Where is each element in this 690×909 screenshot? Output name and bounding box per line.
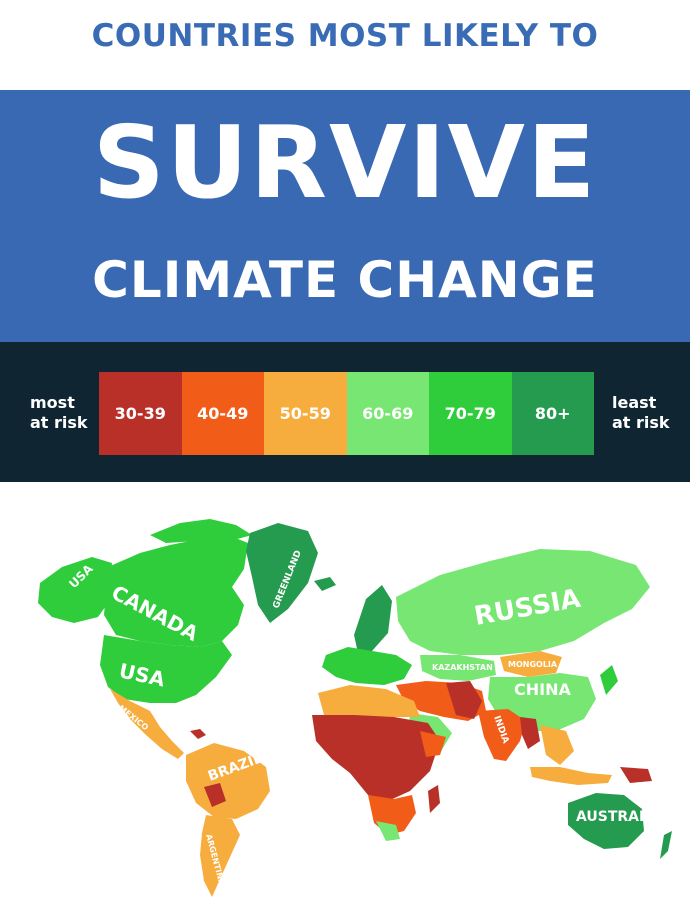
region-alaska <box>38 557 112 623</box>
region-greenland <box>246 523 318 623</box>
legend-bin-label: 50-59 <box>279 404 331 423</box>
legend-right-text: least at risk <box>612 393 670 432</box>
legend-bin-label: 60-69 <box>362 404 414 423</box>
region-scandinavia <box>354 585 392 653</box>
label-kazakhstan: KAZAKHSTAN <box>432 663 493 672</box>
region-russia <box>396 549 650 655</box>
region-japan <box>600 665 618 695</box>
world-map-svg: USA CANADA USA GREENLAND RUSSIA KAZAKHST… <box>38 519 672 897</box>
region-europe <box>322 647 412 685</box>
region-indonesia <box>530 767 612 785</box>
banner-title: SURVIVE <box>92 104 598 221</box>
region-south-america-north <box>186 743 270 819</box>
legend-bin-label: 80+ <box>534 404 571 423</box>
legend: most at risk 30-39 40-49 50-59 60-69 70-… <box>0 342 690 482</box>
region-canada <box>104 535 248 647</box>
region-papua <box>620 767 652 783</box>
region-mongolia <box>500 651 562 677</box>
legend-bin-label: 30-39 <box>114 404 166 423</box>
top-title: COUNTRIES MOST LIKELY TO <box>91 18 599 54</box>
world-map: USA CANADA USA GREENLAND RUSSIA KAZAKHST… <box>0 505 690 909</box>
region-southeast-asia <box>540 725 574 765</box>
region-new-zealand <box>660 831 672 859</box>
legend-bin-60-69: 60-69 <box>346 372 429 455</box>
region-australia <box>568 793 644 849</box>
region-usa <box>100 635 232 703</box>
legend-label-most-at-risk: most at risk <box>30 393 110 433</box>
region-horn-of-africa <box>420 731 446 757</box>
label-mongolia: MONGOLIA <box>508 660 558 669</box>
region-kazakhstan <box>420 655 496 681</box>
legend-bin-30-39: 30-39 <box>99 372 182 455</box>
legend-left-text: most at risk <box>30 393 88 432</box>
region-arctic-islands <box>150 519 252 543</box>
region-madagascar <box>428 785 440 813</box>
region-central-africa <box>312 715 440 801</box>
legend-bin-label: 40-49 <box>197 404 249 423</box>
legend-bin-80-plus: 80+ <box>511 372 594 455</box>
region-caribbean <box>190 729 206 739</box>
label-australia: AUSTRALIA <box>576 809 664 825</box>
banner-subtitle: CLIMATE CHANGE <box>92 251 598 309</box>
region-north-africa <box>318 685 420 717</box>
label-china: CHINA <box>514 680 571 699</box>
region-bolivia <box>204 783 226 807</box>
legend-color-scale: 30-39 40-49 50-59 60-69 70-79 80+ <box>99 372 594 455</box>
legend-bin-70-79: 70-79 <box>429 372 512 455</box>
region-india <box>478 709 526 761</box>
title-banner: SURVIVE CLIMATE CHANGE <box>0 90 690 342</box>
region-mexico <box>110 689 184 759</box>
region-south-america-south <box>200 815 240 897</box>
legend-label-least-at-risk: least at risk <box>612 393 690 433</box>
region-bangladesh <box>520 717 540 749</box>
region-iceland <box>314 577 336 591</box>
region-south-asia-west <box>446 681 482 719</box>
legend-bin-label: 70-79 <box>444 404 496 423</box>
legend-bin-50-59: 50-59 <box>264 372 347 455</box>
legend-bin-40-49: 40-49 <box>181 372 264 455</box>
region-south-africa <box>376 821 400 841</box>
